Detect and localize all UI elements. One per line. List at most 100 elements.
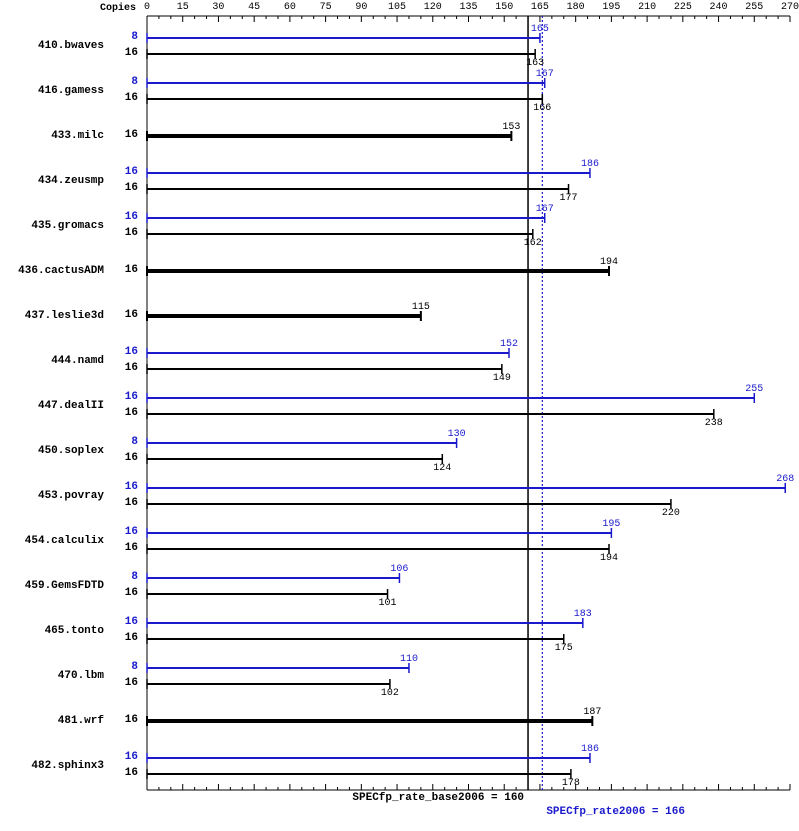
x-tick-label: 255: [745, 2, 763, 13]
x-tick-label: 240: [710, 2, 728, 13]
x-tick-label: 90: [355, 2, 367, 13]
x-tick-label: 180: [567, 2, 585, 13]
x-tick-label: 150: [495, 2, 513, 13]
copies-value: 16: [125, 166, 138, 178]
copies-value: 16: [125, 346, 138, 358]
copies-value: 8: [131, 661, 138, 673]
bar-value-label: 166: [533, 103, 551, 114]
bar-value-label: 220: [662, 508, 680, 519]
bar-value-label: 102: [381, 688, 399, 699]
copies-value: 16: [125, 407, 138, 419]
benchmark-label: 416.gamess: [38, 85, 104, 97]
copies-value: 16: [125, 677, 138, 689]
footer-base-label: SPECfp_rate_base2006 = 160: [352, 792, 524, 804]
copies-value: 16: [125, 497, 138, 509]
copies-value: 16: [125, 526, 138, 538]
benchmark-label: 434.zeusmp: [38, 175, 104, 187]
bar-value-label: 101: [379, 598, 397, 609]
bar-value-label: 195: [602, 519, 620, 530]
footer-peak-label: SPECfp_rate2006 = 166: [546, 806, 685, 818]
x-tick-label: 225: [674, 2, 692, 13]
x-tick-label: 15: [177, 2, 189, 13]
bar-value-label: 183: [574, 609, 592, 620]
x-tick-label: 195: [602, 2, 620, 13]
bar-value-label: 115: [412, 302, 430, 313]
copies-value: 16: [125, 309, 138, 321]
bar-value-label: 152: [500, 339, 518, 350]
copies-value: 8: [131, 76, 138, 88]
bar-value-label: 153: [502, 122, 520, 133]
benchmark-label: 436.cactusADM: [18, 265, 104, 277]
bar-value-label: 186: [581, 744, 599, 755]
benchmark-label: 481.wrf: [58, 715, 104, 727]
bar-value-label: 167: [536, 204, 554, 215]
copies-value: 16: [125, 616, 138, 628]
x-tick-label: 0: [144, 2, 150, 13]
copies-value: 16: [125, 391, 138, 403]
bar-value-label: 238: [705, 418, 723, 429]
benchmark-label: 465.tonto: [45, 625, 104, 637]
x-tick-label: 210: [638, 2, 656, 13]
benchmark-label: 435.gromacs: [31, 220, 104, 232]
copies-value: 16: [125, 767, 138, 779]
x-tick-label: 165: [531, 2, 549, 13]
copies-value: 16: [125, 362, 138, 374]
bar-value-label: 162: [524, 238, 542, 249]
bar-value-label: 149: [493, 373, 511, 384]
x-tick-label: 60: [284, 2, 296, 13]
copies-value: 16: [125, 632, 138, 644]
benchmark-label: 450.soplex: [38, 445, 104, 457]
bar-value-label: 178: [562, 778, 580, 789]
x-tick-label: 30: [212, 2, 224, 13]
benchmark-label: 482.sphinx3: [31, 760, 104, 772]
x-tick-label: 270: [781, 2, 799, 13]
benchmark-label: 453.povray: [38, 490, 104, 502]
copies-header: Copies: [100, 3, 136, 14]
bar-value-label: 130: [448, 429, 466, 440]
copies-value: 8: [131, 31, 138, 43]
benchmark-label: 459.GemsFDTD: [25, 580, 104, 592]
x-tick-label: 135: [459, 2, 477, 13]
copies-value: 16: [125, 452, 138, 464]
bar-value-label: 106: [390, 564, 408, 575]
copies-value: 16: [125, 92, 138, 104]
copies-value: 16: [125, 227, 138, 239]
bar-value-label: 175: [555, 643, 573, 654]
bar-value-label: 167: [536, 69, 554, 80]
copies-value: 16: [125, 211, 138, 223]
copies-value: 16: [125, 129, 138, 141]
bar-value-label: 268: [776, 474, 794, 485]
copies-value: 8: [131, 436, 138, 448]
bar-value-label: 255: [745, 384, 763, 395]
chart-svg: [0, 0, 799, 831]
bar-value-label: 165: [531, 24, 549, 35]
copies-value: 16: [125, 587, 138, 599]
copies-value: 16: [125, 182, 138, 194]
bar-value-label: 194: [600, 257, 618, 268]
copies-value: 16: [125, 751, 138, 763]
copies-value: 8: [131, 571, 138, 583]
bar-value-label: 124: [433, 463, 451, 474]
copies-value: 16: [125, 47, 138, 59]
bar-value-label: 177: [560, 193, 578, 204]
x-tick-label: 45: [248, 2, 260, 13]
copies-value: 16: [125, 481, 138, 493]
x-tick-label: 105: [388, 2, 406, 13]
copies-value: 16: [125, 542, 138, 554]
x-tick-label: 75: [320, 2, 332, 13]
bar-value-label: 187: [583, 707, 601, 718]
benchmark-label: 470.lbm: [58, 670, 104, 682]
benchmark-label: 454.calculix: [25, 535, 104, 547]
bar-value-label: 186: [581, 159, 599, 170]
bar-value-label: 110: [400, 654, 418, 665]
benchmark-label: 437.leslie3d: [25, 310, 104, 322]
benchmark-label: 433.milc: [51, 130, 104, 142]
copies-value: 16: [125, 264, 138, 276]
bar-value-label: 163: [526, 58, 544, 69]
x-tick-label: 120: [424, 2, 442, 13]
copies-value: 16: [125, 714, 138, 726]
benchmark-label: 410.bwaves: [38, 40, 104, 52]
bar-value-label: 194: [600, 553, 618, 564]
spec-chart: Copies 0 15 30 45 60 75 90 105 120 135 150 165 180 195…: [0, 0, 799, 831]
benchmark-label: 447.dealII: [38, 400, 104, 412]
